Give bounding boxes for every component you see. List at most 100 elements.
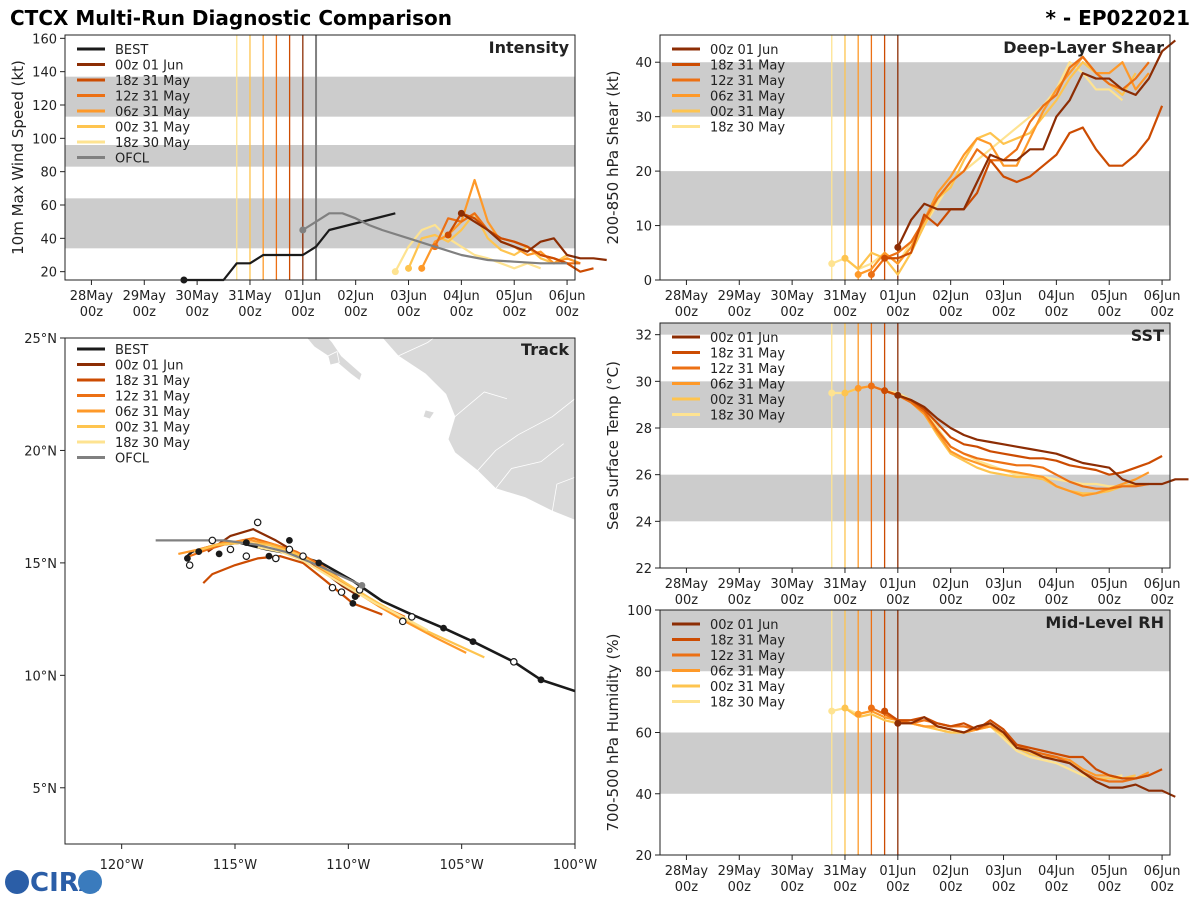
legend-label: 06z 31 May	[710, 378, 785, 393]
track-line	[207, 528, 361, 598]
x-tick-label: 00z	[503, 305, 527, 320]
legend-label: BEST	[115, 43, 148, 58]
x-tick-label: 115°W	[213, 858, 257, 873]
legend-label: 18z 30 May	[710, 696, 785, 711]
legend-label: OFCL	[115, 152, 150, 167]
x-tick-label: 00z	[833, 880, 857, 895]
track-line	[178, 539, 467, 654]
track-line	[189, 537, 406, 618]
y-tick-label: 120	[32, 99, 57, 114]
y-tick-label: 10	[635, 220, 652, 235]
ofcl-start-point	[358, 581, 366, 589]
series-line	[884, 105, 1164, 260]
x-tick-label: 01Jun	[284, 289, 321, 304]
x-tick-label: 00z	[780, 305, 804, 320]
x-tick-label: 00z	[675, 880, 699, 895]
best-point-filled	[440, 624, 447, 632]
figure-title: CTCX Multi-Run Diagnostic Comparison	[10, 6, 452, 30]
x-tick-label: 06Jun	[1144, 289, 1181, 304]
x-tick-label: 00z	[780, 880, 804, 895]
shear-panel: 01020304028May00z29May00z30May00z31May00…	[604, 34, 1181, 320]
best-point-filled	[286, 537, 293, 544]
series-start-point	[881, 707, 889, 715]
x-tick-label: 29May	[718, 289, 762, 304]
x-tick-label: 04Jun	[1038, 289, 1075, 304]
series-line	[871, 384, 1150, 490]
y-tick-label: 10°N	[24, 669, 57, 684]
y-tick-label: 40	[40, 232, 57, 247]
x-tick-label: 04Jun	[1038, 864, 1075, 879]
x-tick-label: 03Jun	[985, 864, 1022, 879]
legend-label: 18z 31 May	[710, 59, 785, 74]
series-start-point	[841, 389, 849, 397]
series-line	[897, 716, 1176, 798]
panel-title: Mid-Level RH	[1045, 613, 1164, 632]
legend-label: 06z 31 May	[710, 90, 785, 105]
x-tick-label: 00z	[728, 593, 752, 608]
best-point-open	[398, 617, 407, 626]
best-point-open	[208, 536, 217, 545]
best-point-filled	[195, 548, 203, 556]
storm-id: * - EP022021	[1045, 6, 1190, 30]
series-start-point	[894, 719, 902, 727]
x-tick-label: 01Jun	[879, 577, 916, 592]
x-tick-label: 02Jun	[932, 864, 969, 879]
legend-label: 00z 31 May	[710, 105, 785, 120]
cira-logo: CIRA	[5, 868, 102, 898]
panel-frame	[659, 34, 1171, 281]
series-start-point	[828, 707, 836, 715]
x-tick-label: 00z	[1150, 880, 1174, 895]
x-tick-label: 110°W	[326, 858, 370, 873]
land-island	[422, 409, 436, 420]
y-axis-label: 10m Max Wind Speed (kt)	[9, 60, 27, 255]
y-tick-label: 24	[635, 515, 652, 530]
x-tick-label: 00z	[1045, 880, 1069, 895]
land-island	[306, 338, 363, 382]
panels: 2040608010012014016028May00z29May00z30Ma…	[9, 32, 1189, 895]
series-line	[844, 61, 1137, 276]
x-tick-label: 06Jun	[1144, 864, 1181, 879]
legend-label: 00z 31 May	[710, 393, 785, 408]
series-line	[896, 39, 1176, 248]
legend-label: 18z 31 May	[115, 74, 190, 89]
legend-label: 00z 01 Jun	[115, 59, 184, 74]
x-tick-label: 30May	[770, 289, 814, 304]
x-tick-label: 00z	[939, 305, 963, 320]
y-axis-label: 200-850 hPa Shear (kt)	[604, 71, 622, 245]
best-point-open	[509, 658, 518, 666]
x-tick-label: 06Jun	[1144, 577, 1181, 592]
x-tick-label: 00z	[555, 305, 579, 320]
series-start-point	[418, 264, 426, 272]
best-point-open	[271, 554, 280, 563]
shaded-band	[660, 610, 1170, 672]
track-map-area	[155, 338, 575, 693]
y-tick-label: 5°N	[33, 782, 58, 797]
legend-label: 00z 01 Jun	[115, 359, 184, 374]
x-tick-label: 00z	[1045, 593, 1069, 608]
series-start-point	[391, 268, 399, 276]
x-tick-label: 02Jun	[932, 289, 969, 304]
series-start-point	[854, 271, 862, 279]
legend-label: 12z 31 May	[710, 649, 785, 664]
x-tick-label: 03Jun	[985, 289, 1022, 304]
rh-panel: 2040608010028May00z29May00z30May00z31May…	[604, 604, 1181, 895]
series-start-point	[854, 710, 862, 718]
logo-badge-icon	[78, 870, 102, 894]
x-tick-label: 28May	[665, 864, 709, 879]
track-line	[257, 546, 429, 632]
series-start-point	[867, 271, 875, 279]
y-tick-label: 40	[635, 788, 652, 803]
legend-label: 12z 31 May	[115, 90, 190, 105]
land-island	[327, 350, 340, 366]
x-tick-label: 02Jun	[337, 289, 374, 304]
x-tick-label: 30May	[770, 864, 814, 879]
x-tick-label: 00z	[1098, 880, 1122, 895]
y-tick-label: 0	[644, 274, 652, 289]
state-border	[518, 398, 575, 436]
x-tick-label: 00z	[133, 305, 157, 320]
legend-label: 12z 31 May	[710, 74, 785, 89]
y-axis-label: Sea Surface Temp (°C)	[604, 361, 622, 530]
best-point-open	[328, 583, 337, 592]
best-point-filled	[242, 539, 250, 547]
x-tick-label: 05Jun	[1091, 577, 1128, 592]
